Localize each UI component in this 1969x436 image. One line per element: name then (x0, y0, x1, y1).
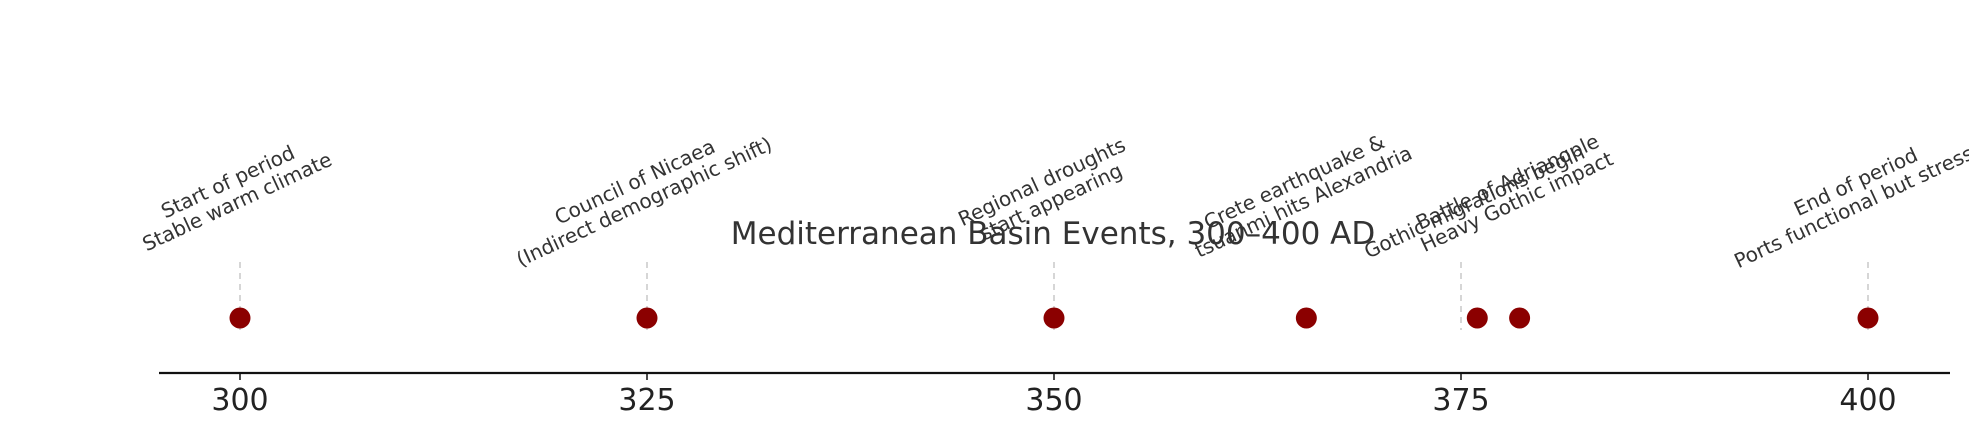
event-marker (1857, 307, 1879, 329)
event-marker (1043, 307, 1065, 329)
chart-title: Mediterranean Basin Events, 300–400 AD (731, 216, 1375, 252)
event-marker (1466, 307, 1488, 329)
event-marker (636, 307, 658, 329)
event-marker (1509, 307, 1531, 329)
x-tick-label: 325 (618, 383, 675, 418)
event-marker (1295, 307, 1317, 329)
event-markers (229, 307, 1879, 329)
x-tick-label: 375 (1432, 383, 1489, 418)
x-tick-label: 350 (1025, 383, 1082, 418)
event-label-line: Ports functional but stressed (1730, 130, 1969, 273)
x-axis-ticks: 300 325 350 375 400 (211, 373, 1897, 418)
x-tick-label: 300 (211, 383, 268, 418)
event-marker (229, 307, 251, 329)
x-tick-label: 400 (1839, 383, 1896, 418)
